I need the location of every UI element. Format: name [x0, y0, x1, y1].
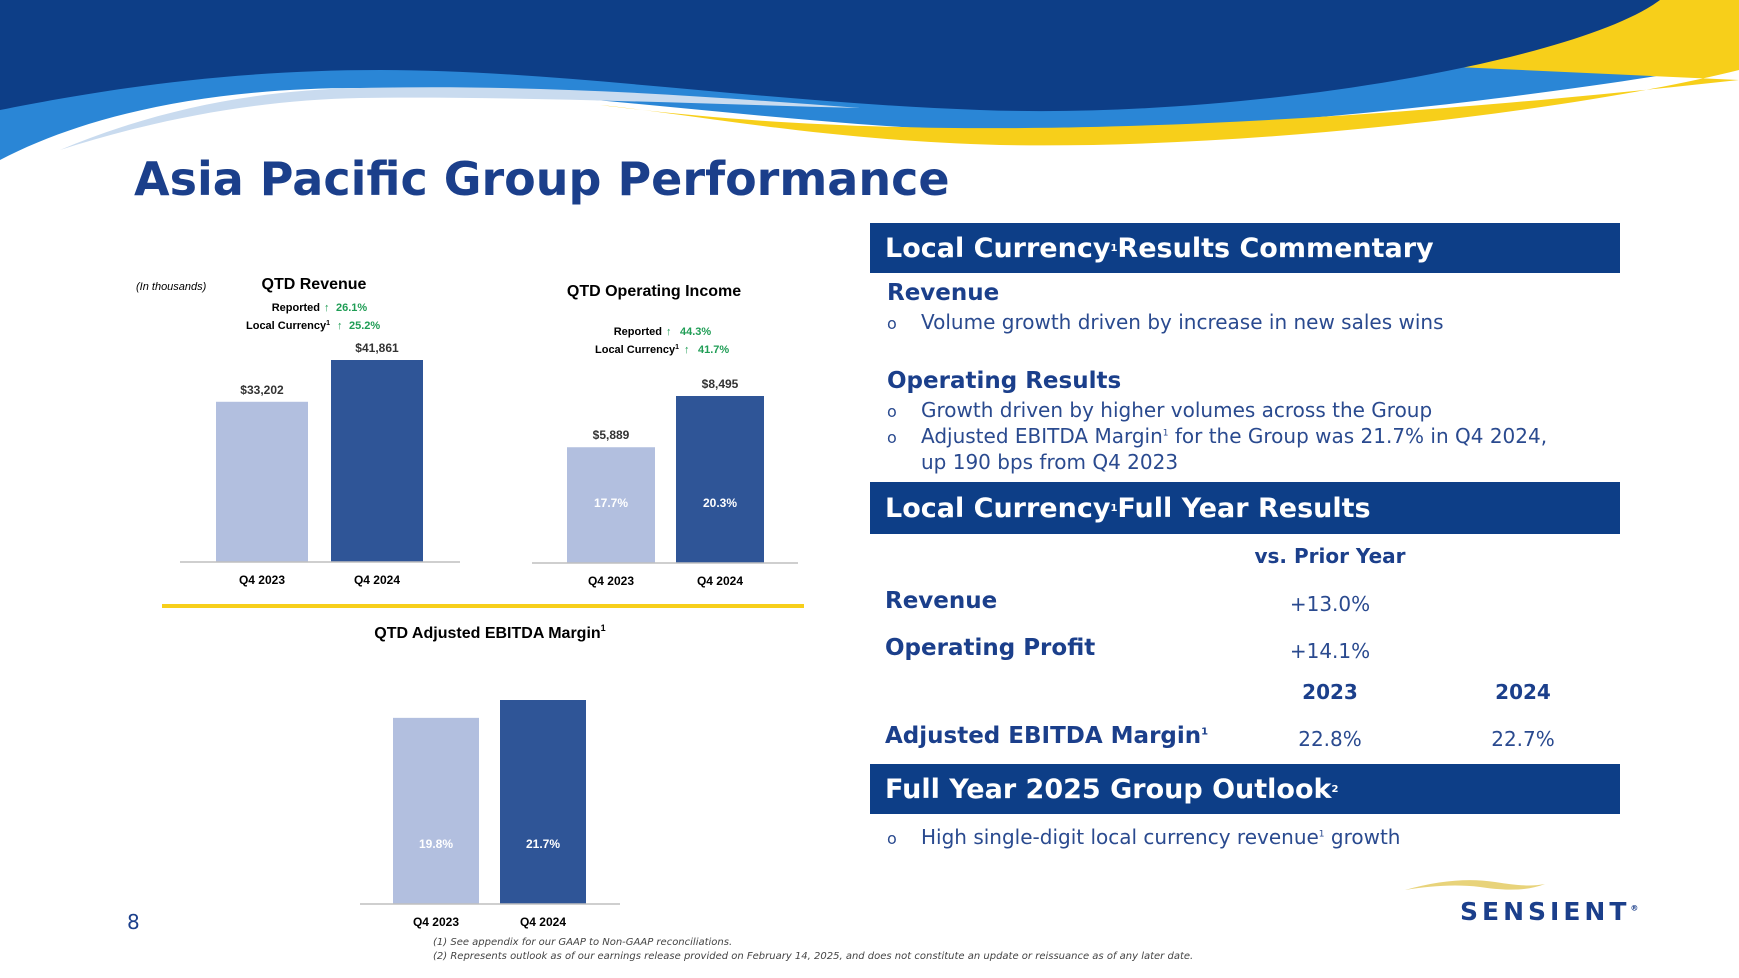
oi-tick-label-2: Q4 2024: [697, 574, 743, 588]
units-note: (In thousands): [136, 281, 207, 293]
year-2023-heading: 2023: [1302, 680, 1358, 704]
revenue-growth-reported-arrow-icon: ↑: [324, 302, 330, 314]
revenue-bar-2-value-label: $41,861: [355, 341, 399, 355]
operating-income-chart: QTD Operating Income Reported ↑ 44.3% Lo…: [532, 283, 798, 588]
sensient-logo-swoosh-icon: [1405, 880, 1545, 890]
revenue-growth-reported-label: Reported: [272, 302, 320, 314]
oi-growth-reported-label: Reported: [614, 326, 662, 338]
revenue-bar-1: [216, 401, 308, 562]
bullet-icon: o: [887, 428, 897, 447]
full-year-revenue-value: +13.0%: [1289, 592, 1371, 616]
revenue-chart: QTD Revenue Reported ↑ 26.1% Local Curre…: [180, 276, 460, 587]
outlook-bullet: o High single-digit local currency revenu…: [887, 825, 1401, 849]
revenue-bar-2: [331, 360, 423, 562]
oi-growth-reported-value: 44.3%: [680, 326, 711, 338]
header-wave-banner: [0, 0, 1739, 160]
revenue-growth-local-value: 25.2%: [349, 320, 380, 332]
revenue-growth-local-arrow-icon: ↑: [337, 320, 343, 332]
ebitda-margin-bars: 19.8% Q4 2023 21.7% Q4 2024: [393, 700, 586, 929]
oi-growth-local-arrow-icon: ↑: [684, 344, 690, 356]
full-year-ebitda-2023: 22.8%: [1298, 727, 1362, 751]
commentary-operating-bullet-2-continued: up 190 bps from Q4 2023: [921, 450, 1179, 474]
oi-bar-2-value-label: $8,495: [702, 377, 739, 391]
oi-bar-2: [676, 396, 764, 563]
revenue-growth-reported-value: 26.1%: [336, 302, 367, 314]
revenue-bars: $33,202 Q4 2023 $41,861 Q4 2024: [216, 341, 423, 587]
ebitda-margin-chart: QTD Adjusted EBITDA Margin1 19.8% Q4 2023…: [360, 623, 620, 929]
oi-growth-local-label: Local Currency1: [595, 344, 679, 356]
revenue-tick-label-2: Q4 2024: [354, 573, 400, 587]
oi-tick-label-1: Q4 2023: [588, 574, 634, 588]
sensient-logo: SENSIENT®: [1460, 897, 1639, 926]
revenue-chart-title: QTD Revenue: [262, 276, 367, 293]
oi-bar-2-inner-label: 20.3%: [703, 496, 737, 510]
bullet-icon: o: [887, 829, 897, 848]
commentary-header: Local Currency 1 Results Commentary: [870, 223, 1620, 273]
commentary-operating-bullet-1: o Growth driven by higher volumes across …: [887, 398, 1433, 422]
revenue-bar-1-value-label: $33,202: [240, 383, 284, 397]
bullet-icon: o: [887, 402, 897, 421]
revenue-tick-label-1: Q4 2023: [239, 573, 285, 587]
full-year-operating-profit-label: Operating Profit: [885, 635, 1096, 661]
year-2024-heading: 2024: [1495, 680, 1551, 704]
footnote-1: (1) See appendix for our GAAP to Non-GAA…: [433, 937, 733, 948]
full-year-ebitda-2024: 22.7%: [1491, 727, 1555, 751]
bullet-icon: o: [887, 314, 897, 333]
oi-bar-1-value-label: $5,889: [593, 428, 630, 442]
oi-growth-reported-arrow-icon: ↑: [666, 326, 672, 338]
operating-income-bars: $5,889 17.7% Q4 2023 $8,495 20.3% Q4 2024: [567, 377, 764, 588]
page-title: Asia Pacific Group Performance: [134, 152, 950, 206]
full-year-header: Local Currency 1 Full Year Results: [870, 482, 1620, 534]
ebitda-bar-2: [500, 700, 586, 904]
full-year-revenue-label: Revenue: [885, 588, 998, 614]
commentary-revenue-bullet: o Volume growth driven by increase in new…: [887, 310, 1444, 334]
commentary-revenue-heading: Revenue: [887, 280, 1000, 306]
vs-prior-year-heading: vs. Prior Year: [1254, 544, 1406, 568]
full-year-ebitda-label: Adjusted EBITDA Margin1: [885, 723, 1209, 749]
ebitda-tick-label-1: Q4 2023: [413, 915, 459, 929]
ebitda-tick-label-2: Q4 2024: [520, 915, 566, 929]
ebitda-chart-title: QTD Adjusted EBITDA Margin1: [374, 623, 605, 642]
ebitda-bar-1: [393, 717, 479, 904]
operating-income-chart-title: QTD Operating Income: [567, 283, 741, 300]
page-number: 8: [127, 910, 140, 934]
ebitda-bar-2-inner-label: 21.7%: [526, 837, 560, 851]
full-year-operating-profit-value: +14.1%: [1289, 639, 1371, 663]
oi-bar-1-inner-label: 17.7%: [594, 496, 628, 510]
commentary-operating-heading: Operating Results: [887, 368, 1122, 394]
oi-bar-1: [567, 447, 655, 563]
oi-growth-local-value: 41.7%: [698, 344, 729, 356]
commentary-operating-bullet-2: o Adjusted EBITDA Margin1 for the Group w…: [887, 424, 1548, 448]
outlook-header: Full Year 2025 Group Outlook 2: [870, 764, 1620, 814]
ebitda-bar-1-inner-label: 19.8%: [419, 837, 453, 851]
revenue-growth-local-label: Local Currency1: [246, 320, 330, 332]
footnote-2: (2) Represents outlook as of our earning…: [433, 951, 1194, 962]
